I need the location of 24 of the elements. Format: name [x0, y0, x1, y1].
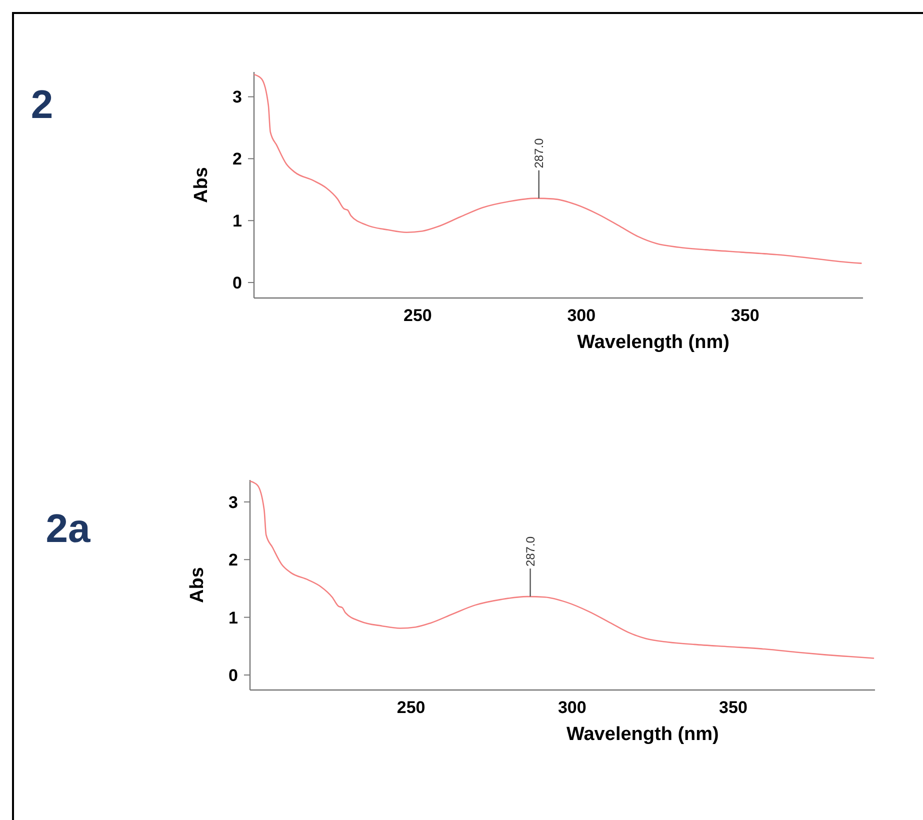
line-series: [253, 74, 862, 264]
y-tick-label: 2: [228, 550, 238, 570]
x-tick-label: 250: [396, 698, 426, 717]
x-tick-label: 300: [558, 698, 586, 717]
y-axis-title: Abs: [191, 167, 212, 203]
y-tick-label: 2: [232, 150, 242, 169]
y-axis-title: Abs: [187, 567, 208, 603]
y-tick-label: 1: [228, 608, 238, 628]
text: 2a: [46, 507, 91, 551]
x-tick-label: 300: [567, 306, 596, 325]
annotation: 287.0: [523, 536, 538, 567]
y-tick-label: 0: [228, 666, 238, 685]
annotation: 287.0: [532, 138, 546, 168]
x-axis-title: Wavelength (nm): [566, 724, 719, 745]
line-series: [249, 480, 875, 659]
y-tick-label: 0: [232, 273, 242, 292]
x-tick-label: 250: [404, 306, 432, 325]
x-tick-label: 350: [719, 698, 748, 717]
x-tick-label: 350: [730, 306, 760, 325]
chart-title: 2: [30, 83, 54, 127]
y-tick-label: 3: [228, 492, 238, 512]
x-axis-title: Wavelength (nm): [577, 332, 730, 353]
y-tick-label: 1: [232, 212, 242, 231]
y-tick-label: 3: [232, 88, 242, 107]
